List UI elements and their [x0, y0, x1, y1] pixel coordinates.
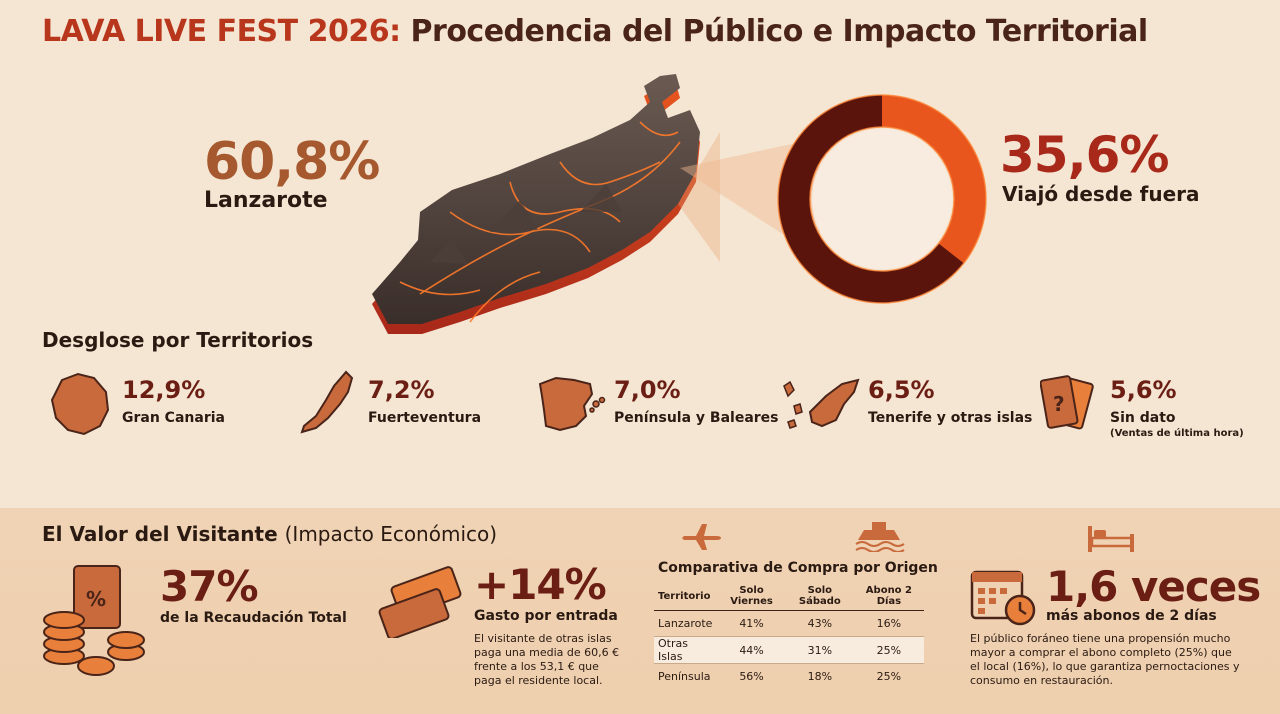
page-title: LAVA LIVE FEST 2026: Procedencia del Púb…	[42, 14, 1148, 49]
coins-ticket-icon: %	[43, 565, 145, 676]
gran-canaria-map-icon	[50, 372, 110, 436]
spend-note: El visitante de otras islas paga una med…	[474, 632, 620, 687]
revenue-label: de la Recaudación Total	[160, 610, 347, 626]
outside-visitors-donut-chart	[680, 94, 987, 304]
lanzarote-lava-map-illustration	[372, 74, 720, 334]
local-percentage: 60,8%	[204, 132, 380, 192]
table-row: Península 56% 18% 25%	[658, 670, 902, 684]
revenue-percentage: 37%	[160, 562, 259, 611]
ship-icon	[855, 522, 905, 552]
visitor-value-heading: El Valor del Visitante (Impacto Económic…	[42, 522, 498, 546]
col-friday: Solo Viernes	[717, 582, 786, 611]
visitor-value-panel	[0, 508, 1280, 714]
outside-label: Viajó desde fuera	[1002, 182, 1200, 206]
bed-icon	[1088, 526, 1134, 552]
multiplier-note: El público foráneo tiene una propensión …	[970, 632, 1240, 687]
col-two-days: Abono 2 Días	[853, 582, 924, 611]
spend-label: Gasto por entrada	[474, 608, 618, 624]
territories-heading: Desglose por Territorios	[42, 328, 314, 352]
table-row: Lanzarote 41% 43% 16%	[654, 610, 924, 637]
ticket-question-icon: ?	[1040, 375, 1094, 430]
col-saturday: Solo Sábado	[785, 582, 854, 611]
table-header-row: Territorio Solo Viernes Solo Sábado Abon…	[654, 582, 924, 611]
fuerteventura-map-icon	[300, 370, 354, 434]
local-label: Lanzarote	[204, 188, 328, 213]
col-territory: Territorio	[654, 582, 718, 611]
tenerife-map-icon	[783, 378, 860, 429]
svg-text:%: %	[86, 587, 106, 611]
table-row: Otras Islas 44% 31% 25%	[654, 636, 924, 664]
spain-map-icon	[538, 376, 606, 432]
spend-percentage: +14%	[474, 560, 607, 609]
svg-text:?: ?	[1053, 392, 1065, 416]
comparison-table: Territorio Solo Viernes Solo Sábado Abon…	[654, 582, 924, 690]
tickets-icon	[378, 566, 462, 638]
multiplier-label: más abonos de 2 días	[1046, 608, 1217, 624]
comparison-title: Comparativa de Compra por Origen	[658, 560, 938, 576]
outside-percentage: 35,6%	[1000, 126, 1169, 184]
multiplier-value: 1,6 veces	[1046, 562, 1261, 611]
airplane-icon	[682, 524, 721, 550]
calendar-clock-icon	[970, 570, 1036, 626]
